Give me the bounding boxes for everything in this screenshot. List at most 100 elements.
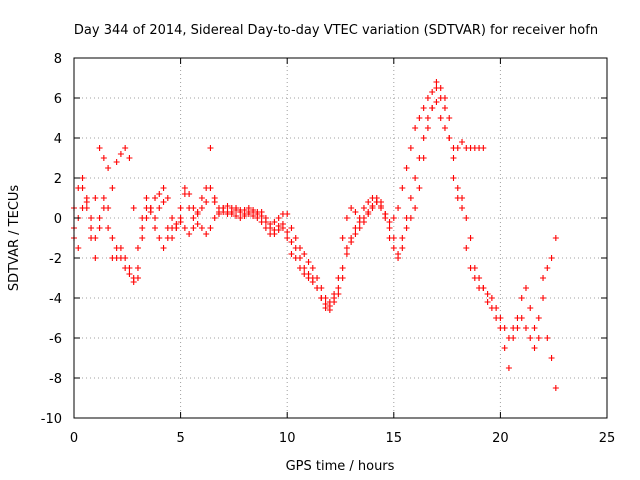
data-point: [331, 299, 338, 305]
x-tick-labels: 0 5 10 15 20 25: [70, 431, 615, 446]
data-point: [169, 215, 176, 221]
data-point: [186, 231, 193, 237]
data-point: [343, 251, 350, 257]
data-point: [399, 185, 406, 191]
data-point: [390, 215, 397, 221]
data-point: [437, 115, 444, 121]
data-point: [454, 195, 461, 201]
data-point: [198, 205, 205, 211]
data-point: [480, 285, 487, 291]
data-point: [139, 215, 146, 221]
data-point: [152, 195, 159, 201]
data-point: [514, 325, 521, 331]
data-point: [122, 145, 129, 151]
data-point: [531, 345, 538, 351]
data-point: [488, 295, 495, 301]
data-point: [352, 209, 359, 215]
data-point: [203, 231, 210, 237]
data-point: [203, 199, 210, 205]
data-point: [420, 135, 427, 141]
data-point: [356, 219, 363, 225]
data-point: [369, 203, 376, 209]
data-point: [548, 255, 555, 261]
data-point: [416, 115, 423, 121]
data-point: [535, 335, 542, 341]
data-point: [548, 355, 555, 361]
plot-frame: [73, 57, 608, 419]
data-point: [399, 245, 406, 251]
data-point: [527, 335, 534, 341]
data-point: [301, 251, 308, 257]
data-point: [296, 255, 303, 261]
data-point: [459, 139, 466, 145]
data-point: [181, 185, 188, 191]
data-point: [544, 265, 551, 271]
data-point: [83, 205, 90, 211]
data-point: [441, 125, 448, 131]
data-point: [471, 275, 478, 281]
data-point: [198, 195, 205, 201]
data-point: [437, 85, 444, 91]
data-point: [152, 225, 159, 231]
data-point: [254, 209, 261, 215]
data-point: [484, 299, 491, 305]
data-point: [424, 95, 431, 101]
y-tick-label: -10: [41, 412, 62, 427]
data-point: [454, 145, 461, 151]
data-point: [365, 209, 372, 215]
data-point: [343, 215, 350, 221]
data-point: [147, 205, 154, 211]
data-point: [522, 325, 529, 331]
data-point: [395, 255, 402, 261]
data-point: [237, 207, 244, 213]
data-point: [484, 291, 491, 297]
x-tick-label: 20: [492, 431, 509, 446]
data-point: [352, 231, 359, 237]
data-point: [181, 225, 188, 231]
data-point: [139, 225, 146, 231]
data-point: [275, 223, 282, 229]
data-point: [83, 195, 90, 201]
data-point: [441, 105, 448, 111]
data-point: [173, 225, 180, 231]
data-point: [535, 315, 542, 321]
data-point: [288, 225, 295, 231]
axis-ticks: [73, 57, 608, 419]
data-point: [288, 239, 295, 245]
data-point: [267, 225, 274, 231]
data-point: [126, 265, 133, 271]
data-point: [382, 211, 389, 217]
x-tick-label: 10: [279, 431, 296, 446]
data-point: [233, 213, 240, 219]
data-point: [339, 275, 346, 281]
data-point: [433, 99, 440, 105]
data-point: [181, 191, 188, 197]
data-point: [339, 265, 346, 271]
data-point: [348, 239, 355, 245]
data-point: [424, 115, 431, 121]
data-point: [399, 235, 406, 241]
data-point: [395, 205, 402, 211]
data-point: [160, 245, 167, 251]
data-point: [365, 199, 372, 205]
data-point: [96, 215, 103, 221]
data-point: [467, 235, 474, 241]
data-point: [245, 211, 252, 217]
data-point: [207, 225, 214, 231]
data-point: [335, 291, 342, 297]
y-tick-labels: -10 -8 -6 -4 -2 0 2 4 6 8: [41, 52, 62, 427]
x-axis-label: GPS time / hours: [286, 459, 395, 474]
data-point: [412, 175, 419, 181]
data-point: [305, 271, 312, 277]
data-point: [463, 245, 470, 251]
data-point: [122, 255, 129, 261]
data-point: [215, 211, 222, 217]
data-point: [109, 235, 116, 241]
data-point: [126, 271, 133, 277]
data-point: [433, 79, 440, 85]
y-tick-label: 8: [54, 52, 62, 67]
data-point: [275, 215, 282, 221]
data-point: [335, 285, 342, 291]
data-point: [152, 215, 159, 221]
